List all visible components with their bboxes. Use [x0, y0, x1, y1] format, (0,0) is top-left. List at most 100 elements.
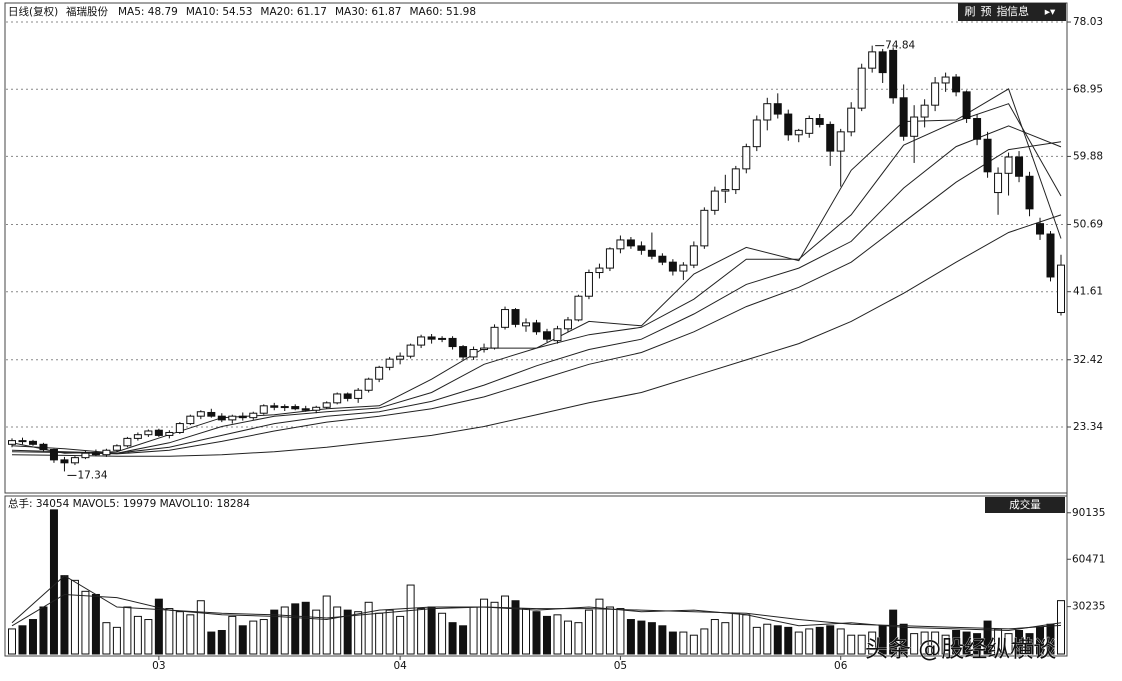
ma-line — [11, 125, 1062, 454]
candle-body — [616, 239, 625, 250]
volume-bar — [123, 606, 132, 655]
candle-body — [123, 437, 132, 447]
volume-bar — [899, 623, 908, 655]
candle-body — [186, 415, 195, 425]
candle-body — [70, 457, 79, 464]
ma-line — [11, 141, 1062, 455]
volume-bar — [868, 631, 877, 655]
candle-body — [658, 255, 667, 263]
candle-body — [742, 146, 751, 170]
volume-bar — [721, 622, 730, 655]
volume-bar — [364, 601, 373, 655]
volume-bar — [595, 598, 604, 655]
volume-bar — [826, 625, 835, 655]
candle-body — [28, 440, 37, 445]
candle-body — [1036, 223, 1045, 235]
volume-bar — [207, 631, 216, 655]
candle-body — [1046, 233, 1055, 278]
volume-bar — [563, 620, 572, 655]
volume-bar — [469, 606, 478, 655]
candle-body — [1025, 175, 1034, 210]
candle-body — [39, 443, 48, 450]
candle-body — [836, 131, 845, 152]
volume-bar — [1004, 633, 1013, 655]
volume-bar — [1015, 629, 1024, 655]
volume-bar — [238, 625, 247, 655]
candle-body — [637, 245, 646, 251]
volume-bar — [228, 615, 237, 655]
toolbar-button[interactable]: 指 — [997, 4, 1008, 18]
y-tick-label: 41.61 — [1073, 286, 1103, 298]
toolbar-arrow[interactable]: ▸▾ — [1045, 6, 1056, 18]
high-label: 74.84 — [885, 40, 915, 52]
volume-bar — [605, 606, 614, 655]
volume-bar — [962, 631, 971, 655]
candle-body — [18, 440, 27, 443]
candle-body — [889, 49, 898, 99]
toolbar-button[interactable]: 预 — [981, 5, 992, 18]
candle-body — [605, 248, 614, 269]
volume-bar — [794, 631, 803, 655]
volume-bar — [553, 614, 562, 655]
x-tick-label: 06 — [834, 660, 848, 672]
volume-bar — [28, 619, 37, 655]
candle-body — [354, 389, 363, 399]
candle-body — [60, 459, 69, 464]
volume-bar — [60, 575, 69, 655]
candle-body — [689, 245, 698, 266]
candle-body — [595, 267, 604, 274]
price-panel — [4, 2, 1068, 494]
y-tick-label: 32.42 — [1073, 354, 1103, 366]
candle-body — [1015, 156, 1024, 177]
volume-bar — [343, 609, 352, 655]
candle-body — [584, 272, 593, 297]
candle-body — [1004, 156, 1013, 174]
candle-body — [931, 82, 940, 106]
candle-body — [459, 346, 468, 358]
candle-body — [144, 430, 153, 436]
candle-body — [196, 411, 205, 417]
low-label: 17.34 — [77, 469, 107, 481]
candle-body — [49, 448, 58, 461]
volume-bar — [175, 611, 184, 655]
candle-body — [301, 408, 310, 411]
volume-bar — [731, 612, 740, 655]
volume-bar — [322, 595, 331, 655]
candle-body — [563, 319, 572, 330]
candle-body — [469, 349, 478, 358]
candle-body — [668, 261, 677, 272]
volume-bar — [165, 608, 174, 655]
volume-bar — [522, 608, 531, 655]
chart-title: 日线(复权) — [8, 5, 58, 18]
volume-bar — [1036, 626, 1045, 655]
v-tick-label: 60471 — [1072, 553, 1105, 565]
candle-body — [679, 264, 688, 272]
candle-body — [270, 405, 279, 408]
volume-bar — [18, 625, 27, 655]
volume-bar — [983, 620, 992, 655]
volume-title: 成交量 — [1009, 498, 1041, 511]
candle-body — [396, 355, 405, 360]
volume-bar — [102, 622, 111, 655]
candle-body — [983, 138, 992, 173]
candle-body — [175, 423, 184, 433]
volume-bar — [249, 620, 258, 655]
volume-bar — [532, 611, 541, 655]
candle-body — [511, 309, 520, 325]
candle-body — [522, 322, 531, 327]
volume-bar — [973, 633, 982, 655]
toolbar-button[interactable]: 信息 — [1007, 4, 1029, 18]
toolbar-button[interactable]: 刷 — [965, 5, 976, 18]
candle-body — [973, 118, 982, 140]
candle-body — [91, 452, 100, 456]
candle-body — [826, 123, 835, 152]
toolbar — [958, 3, 1066, 21]
volume-bar — [689, 634, 698, 655]
volume-bar — [91, 593, 100, 655]
ma-legend: MA60: 51.98 — [410, 6, 477, 18]
candle-body — [112, 445, 121, 451]
candle-body — [868, 51, 877, 69]
volume-bar — [448, 622, 457, 655]
candle-body — [8, 440, 16, 445]
y-tick-label: 59.88 — [1073, 150, 1103, 162]
